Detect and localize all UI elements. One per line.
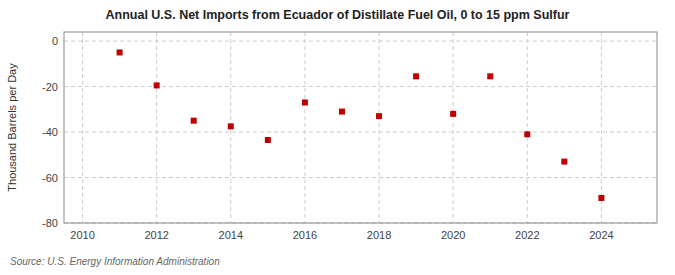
- point: [450, 111, 456, 117]
- chart-container: 0 -20 -40 -60 -80 2010 2012 2014 2016 2018 2020 202…: [0, 0, 675, 275]
- x-grid-line: [156, 32, 157, 223]
- y-tick-label: -80: [42, 217, 58, 229]
- y-grid-line: [64, 41, 657, 42]
- y-axis-label: Thousand Barrels per Day: [6, 63, 18, 192]
- point: [191, 118, 197, 124]
- x-tick-label: 2016: [293, 229, 317, 241]
- source-note: Source: U.S. Energy Information Administ…: [10, 256, 220, 267]
- plot-area: [64, 32, 657, 223]
- x-grid-line: [304, 32, 305, 223]
- x-grid-line: [82, 32, 83, 223]
- point: [302, 99, 308, 105]
- x-grid-line: [601, 32, 602, 223]
- x-tick-label: 2012: [144, 229, 168, 241]
- point: [117, 49, 123, 55]
- title: Annual U.S. Net Imports from Ecuador of …: [106, 8, 570, 22]
- x-tick-label: 2014: [219, 229, 243, 241]
- plot-frame: [64, 32, 657, 223]
- point: [524, 131, 530, 137]
- x-tick-label: 2020: [441, 229, 465, 241]
- point: [339, 109, 345, 115]
- point: [154, 82, 160, 88]
- x-tick-label: 2022: [515, 229, 539, 241]
- x-grid-line: [379, 32, 380, 223]
- y-grid-line: [64, 177, 657, 178]
- point: [487, 73, 493, 79]
- point: [413, 73, 419, 79]
- point: [265, 137, 271, 143]
- y-tick-label: -20: [42, 81, 58, 93]
- points: [117, 49, 605, 201]
- point: [376, 113, 382, 119]
- grid: [64, 32, 657, 223]
- y-grid-line: [64, 132, 657, 133]
- y-tick-label: -40: [42, 126, 58, 138]
- y-grid-line: [64, 86, 657, 87]
- x-tick-label: 2010: [70, 229, 94, 241]
- point: [598, 195, 604, 201]
- y-tick-label: -60: [42, 172, 58, 184]
- chart-svg: 0 -20 -40 -60 -80 2010 2012 2014 2016 2018 2020 202…: [0, 0, 675, 275]
- x-tick-label: 2024: [589, 229, 613, 241]
- x-tick-label: 2018: [367, 229, 391, 241]
- x-grid-line: [527, 32, 528, 223]
- point: [228, 123, 234, 129]
- x-grid-line: [453, 32, 454, 223]
- point: [561, 159, 567, 165]
- y-tick-label: 0: [52, 35, 58, 47]
